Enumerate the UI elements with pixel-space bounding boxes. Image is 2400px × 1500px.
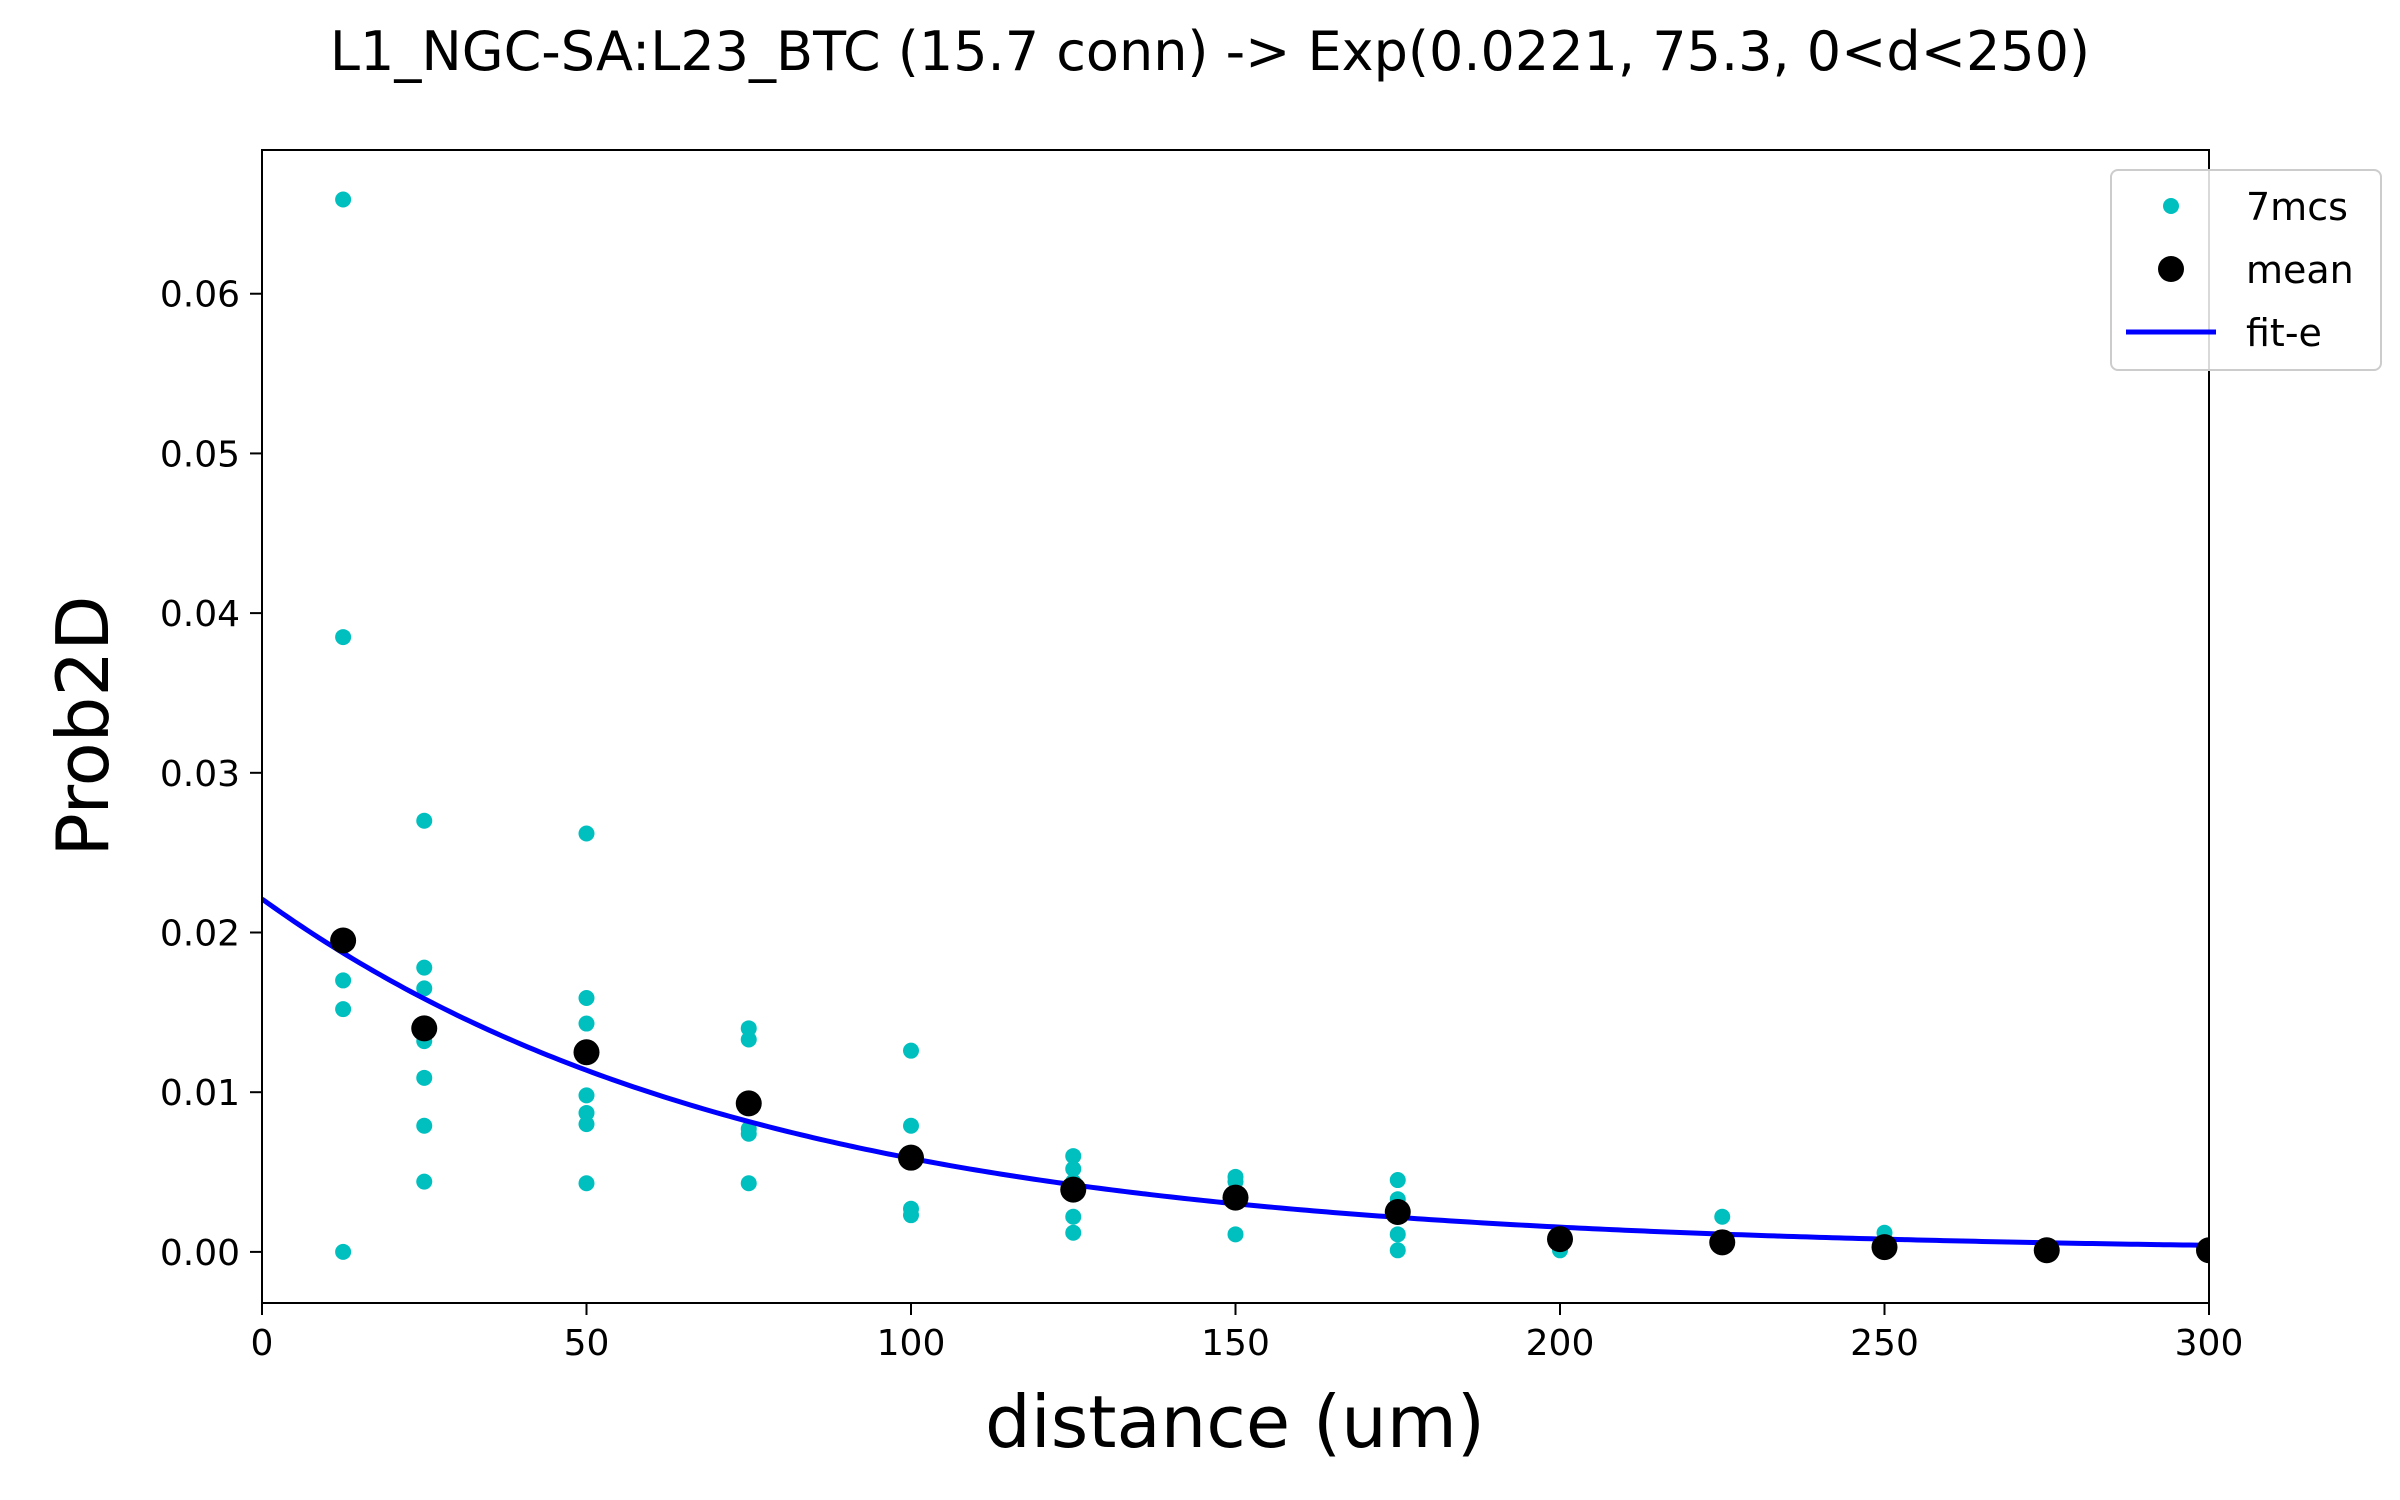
data-point-7mcs	[416, 959, 433, 976]
data-point-7mcs	[335, 1001, 352, 1018]
data-point-7mcs	[1065, 1224, 1082, 1241]
y-tick-label: 0.00	[160, 1233, 240, 1274]
data-point-7mcs	[578, 1116, 595, 1133]
series-layer	[262, 191, 2209, 1264]
data-point-7mcs	[335, 1243, 352, 1260]
legend-label-fit: fit-e	[2246, 311, 2322, 355]
data-point-7mcs	[903, 1117, 919, 1134]
plot-area	[261, 149, 2210, 1304]
legend-box	[2110, 169, 2382, 371]
chart-title: L1_NGC-SA:L23_BTC (15.7 conn) -> Exp(0.0…	[330, 20, 2090, 83]
legend-label-mean: mean	[2246, 248, 2354, 292]
data-point-7mcs	[740, 1031, 757, 1048]
data-point-7mcs	[578, 825, 595, 842]
x-tick-label: 100	[877, 1323, 946, 1364]
data-point-7mcs	[1389, 1226, 1406, 1243]
y-tick-label: 0.05	[160, 434, 240, 475]
legend-label-7mcs: 7mcs	[2246, 185, 2348, 229]
data-point-7mcs	[416, 812, 433, 829]
data-point-mean	[1709, 1229, 1736, 1256]
data-point-7mcs	[578, 1175, 595, 1192]
y-tick-label: 0.04	[160, 594, 240, 635]
legend: 7mcs mean fit-e	[2110, 169, 2382, 371]
data-point-7mcs	[1065, 1208, 1082, 1225]
data-point-7mcs	[416, 1069, 433, 1086]
x-tick-label: 250	[1850, 1323, 1919, 1364]
data-point-mean	[1384, 1198, 1411, 1225]
data-point-mean	[573, 1039, 600, 1066]
data-point-7mcs	[416, 980, 433, 997]
x-tick-label: 0	[251, 1323, 274, 1364]
x-tick-label: 200	[1526, 1323, 1595, 1364]
x-axis-label: distance (um)	[985, 1380, 1485, 1464]
data-point-mean	[1547, 1226, 1573, 1253]
data-point-7mcs	[1389, 1172, 1406, 1189]
data-point-7mcs	[1227, 1226, 1244, 1243]
y-tick-label: 0.06	[160, 275, 240, 316]
data-point-7mcs	[1065, 1148, 1082, 1165]
y-axis-label: Prob2D	[41, 595, 125, 856]
data-point-mean	[2033, 1237, 2060, 1264]
data-point-mean	[898, 1144, 924, 1171]
data-point-mean	[411, 1015, 438, 1042]
x-tick-label: 300	[2175, 1323, 2244, 1364]
data-point-mean	[1222, 1184, 1249, 1211]
data-point-7mcs	[1714, 1208, 1731, 1225]
data-point-7mcs	[578, 1104, 595, 1121]
x-tick-label: 50	[564, 1323, 610, 1364]
data-point-mean	[2196, 1237, 2209, 1264]
plot-frame	[261, 149, 2210, 1304]
data-point-7mcs	[335, 972, 352, 989]
x-tick-label: 150	[1201, 1323, 1270, 1364]
data-point-7mcs	[416, 1173, 433, 1190]
data-point-7mcs	[903, 1207, 919, 1224]
y-axis: 0.00 0.01 0.02 0.03 0.04 0.05 0.06	[160, 275, 262, 1274]
data-point-7mcs	[740, 1175, 757, 1192]
data-point-7mcs	[740, 1125, 757, 1142]
data-point-7mcs	[903, 1042, 919, 1059]
data-point-7mcs	[1389, 1242, 1406, 1259]
x-axis: 0 50 100 150 200 250 300	[251, 1303, 2244, 1364]
y-tick-label: 0.03	[160, 754, 240, 795]
data-point-7mcs	[578, 989, 595, 1006]
data-point-7mcs	[578, 1087, 595, 1104]
data-point-7mcs	[335, 629, 352, 646]
y-tick-label: 0.02	[160, 914, 240, 955]
data-point-mean	[1871, 1234, 1898, 1261]
data-point-7mcs	[335, 191, 352, 208]
legend-marker-mean	[2158, 256, 2184, 282]
data-point-7mcs	[416, 1117, 433, 1134]
legend-marker-7mcs	[2163, 198, 2179, 214]
data-point-mean	[1060, 1176, 1087, 1203]
data-point-mean	[735, 1090, 762, 1117]
data-point-7mcs	[740, 1020, 757, 1037]
y-tick-label: 0.01	[160, 1073, 240, 1114]
data-point-7mcs	[578, 1015, 595, 1032]
data-point-7mcs	[1065, 1160, 1082, 1177]
data-point-mean	[330, 927, 357, 954]
